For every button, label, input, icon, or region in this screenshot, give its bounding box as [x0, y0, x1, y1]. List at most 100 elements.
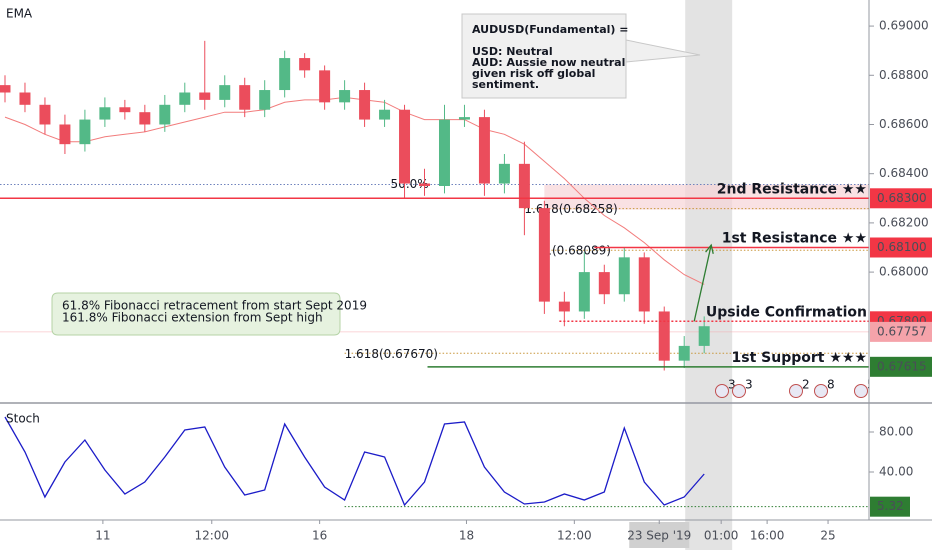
level-label: 2nd Resistance ★★: [717, 181, 867, 197]
event-label: 2: [802, 378, 810, 392]
candle-body: [179, 92, 191, 105]
candle-body: [419, 183, 431, 186]
price-axis: 0.68000 0.68200 0.68400 0.68600 0.68800 0.690…: [868, 0, 932, 550]
event-icon: [789, 384, 803, 398]
level-label: 1st Support ★★★: [732, 350, 867, 366]
level-label: 1st Resistance ★★: [722, 230, 867, 246]
candle-body: [279, 58, 291, 91]
x-tick-label: 12:00: [557, 529, 592, 543]
candle-body: [59, 124, 71, 145]
y-tick-label: 0.68200: [879, 215, 929, 229]
x-tick-label: 16: [312, 529, 327, 543]
event-label: 8: [827, 378, 835, 392]
candle-body: [359, 90, 371, 120]
candle-body: [199, 92, 211, 100]
y-tick-label: 0.68800: [879, 68, 929, 82]
ema-line: [4, 96, 705, 285]
candle-body: [159, 104, 171, 125]
x-tick-label: 12:00: [194, 529, 229, 543]
candle-body: [79, 119, 91, 145]
note-line: USD: Neutral: [472, 45, 553, 58]
x-tick-label: 23 Sep '19: [627, 529, 691, 543]
x-tick-label: 01:00: [704, 529, 739, 543]
price-box-label: 0.67615: [877, 359, 927, 373]
price-box: [870, 321, 932, 342]
level-label: Upside Confirmation: [706, 304, 867, 320]
note-line: AUDUSD(Fundamental) =: [472, 23, 628, 36]
candle-body: [698, 326, 710, 346]
candle-body: [678, 345, 690, 361]
event-icon: [715, 384, 729, 398]
event-icon: [814, 384, 828, 398]
candle-body: [478, 117, 490, 184]
y-tick-label: 80.00: [879, 425, 913, 439]
note-line: 61.8% Fibonacci retracement from start S…: [62, 299, 367, 313]
note-line: given risk off global: [472, 67, 595, 80]
candle-body: [658, 311, 670, 361]
candle-body: [119, 107, 131, 113]
x-tick-label: 18: [459, 529, 474, 543]
stoch-line: [4, 416, 705, 507]
price-panel: 50.0%1.618(0.68258)1(0.68089)1.618(0.676…: [0, 13, 875, 548]
candle-body: [518, 163, 530, 209]
price-box-label: 0.68100: [877, 240, 927, 254]
event-icon: [732, 384, 746, 398]
candle-body: [19, 92, 31, 105]
candle-body: [139, 112, 151, 125]
x-tick-highlight: [629, 522, 690, 548]
axis-bg: [869, 0, 932, 550]
note-line: 161.8% Fibonacci extension from Sept hig…: [62, 311, 323, 325]
resistance-zone: [544, 184, 869, 210]
fib-label: 1.618(0.67670): [345, 347, 438, 361]
y-tick-label: 0.69000: [879, 19, 929, 33]
candle-body: [638, 257, 650, 312]
candle-body: [0, 85, 11, 93]
fib-label: 1(0.68089): [544, 244, 611, 258]
x-tick-label: 11: [95, 529, 110, 543]
event-label: 3: [728, 378, 736, 392]
note-line: sentiment.: [472, 78, 539, 91]
candle-body: [618, 257, 630, 295]
callout: [51, 292, 341, 336]
price-box-label: 5.32: [877, 499, 904, 513]
event-icon: [854, 384, 868, 398]
indicator-label: EMA: [6, 7, 33, 21]
note-line: AUD: Aussie now neutral: [472, 56, 625, 69]
y-tick-label: 0.68400: [879, 166, 929, 180]
candle-body: [458, 117, 470, 120]
price-box: [870, 356, 932, 377]
indicator-label: Stoch: [6, 412, 40, 426]
arrow-head: [705, 243, 714, 254]
price-box: [870, 188, 932, 209]
candle-body: [578, 272, 590, 312]
fib-label: 1.618(0.68258): [524, 202, 617, 216]
candle-body: [99, 107, 111, 120]
price-box: [870, 237, 932, 258]
price-box-label: 0.68300: [877, 191, 927, 205]
price-box: [870, 496, 910, 517]
candle-body: [219, 85, 231, 100]
candle-body: [239, 85, 251, 110]
candle-body: [379, 109, 391, 120]
candle-body: [498, 163, 510, 184]
arrow: [693, 244, 712, 322]
candle-body: [39, 104, 51, 125]
candle-body: [558, 301, 570, 312]
price-box-label: 0.67757: [877, 324, 927, 338]
candle-body: [538, 208, 550, 302]
candle-body: [598, 272, 610, 295]
candle-body: [399, 109, 411, 184]
y-tick-label: 0.68600: [879, 117, 929, 131]
x-tick-label: 25: [820, 529, 835, 543]
y-tick-label: 40.00: [879, 465, 913, 479]
candle-body: [319, 70, 331, 103]
background-layer: [544, 0, 869, 550]
candle-body: [339, 90, 351, 103]
y-tick-label: 0.68000: [879, 265, 929, 279]
event-label: 3: [745, 378, 753, 392]
candle-body: [259, 90, 271, 110]
candle-body: [438, 119, 450, 186]
candle-body: [299, 58, 311, 71]
time-highlight: [685, 0, 733, 550]
